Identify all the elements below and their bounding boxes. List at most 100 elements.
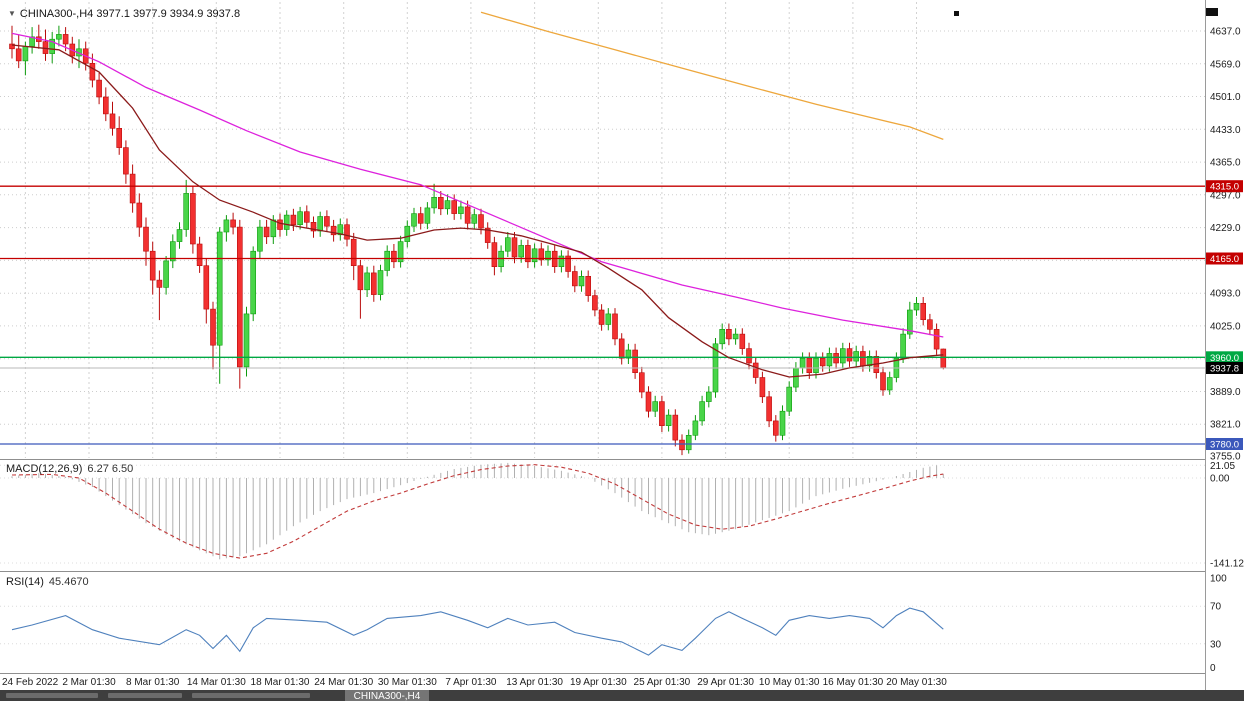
candle-up bbox=[223, 219, 230, 233]
candle-down bbox=[230, 219, 236, 228]
price-tick-label: 4569.0 bbox=[1210, 59, 1241, 70]
candle-up bbox=[364, 272, 370, 291]
candle-down bbox=[618, 338, 625, 359]
date-axis[interactable] bbox=[0, 674, 1205, 689]
candle-down bbox=[324, 216, 330, 227]
candle-down bbox=[116, 128, 122, 148]
candle-up bbox=[404, 225, 411, 242]
candle-down bbox=[933, 328, 940, 350]
candle-down bbox=[806, 357, 813, 374]
candle-up bbox=[183, 193, 189, 230]
date-tick-label: 2 Mar 01:30 bbox=[62, 677, 116, 688]
date-tick-label: 24 Mar 01:30 bbox=[314, 677, 373, 688]
candle-up bbox=[652, 401, 659, 412]
candle-down bbox=[357, 265, 364, 291]
candle-down bbox=[759, 377, 766, 398]
candle-down bbox=[96, 79, 102, 98]
candle-down bbox=[585, 275, 592, 296]
date-tick-label: 10 May 01:30 bbox=[759, 677, 820, 688]
macd-name: MACD(12,26,9) bbox=[6, 463, 83, 475]
level-badge-4165.0-label: 4165.0 bbox=[1210, 254, 1239, 265]
candle-down bbox=[156, 279, 163, 288]
candle-down bbox=[612, 313, 618, 340]
date-tick-label: 18 Mar 01:30 bbox=[251, 677, 310, 688]
candle-down bbox=[62, 34, 69, 45]
candle-up bbox=[337, 224, 344, 236]
price-tick-label: 4229.0 bbox=[1210, 223, 1241, 234]
collapse-indicator-icon[interactable]: ▼ bbox=[8, 9, 16, 18]
candle-down bbox=[672, 414, 679, 441]
candle-down bbox=[927, 319, 933, 330]
candle-up bbox=[839, 348, 846, 364]
level-badge-4315.0-label: 4315.0 bbox=[1210, 182, 1239, 193]
candle-up bbox=[458, 206, 464, 214]
price-axis[interactable] bbox=[1206, 0, 1244, 690]
candle-down bbox=[592, 295, 598, 311]
candle-down bbox=[196, 243, 203, 267]
candle-down bbox=[752, 362, 759, 378]
date-tick-label: 30 Mar 01:30 bbox=[378, 677, 437, 688]
candle-up bbox=[605, 313, 612, 325]
price-tick-label: 3755.0 bbox=[1210, 452, 1241, 463]
candle-up bbox=[793, 367, 799, 388]
candle-up bbox=[283, 214, 290, 230]
candle-up bbox=[384, 250, 391, 271]
candle-down bbox=[679, 439, 685, 451]
bottom-tab[interactable] bbox=[192, 693, 310, 698]
candle-up bbox=[424, 207, 431, 224]
candle-up bbox=[270, 219, 277, 238]
current-price-badge-label: 3937.8 bbox=[1210, 364, 1239, 375]
rsi-name: RSI(14) bbox=[6, 576, 44, 588]
rsi-tick-label: 0 bbox=[1210, 663, 1216, 674]
candle-up bbox=[444, 200, 451, 210]
level-badge-3780.0-label: 3780.0 bbox=[1210, 440, 1239, 451]
candle-up bbox=[900, 333, 906, 359]
rsi-tick-label: 100 bbox=[1210, 574, 1227, 585]
macd-signal-line bbox=[11, 464, 944, 559]
macd-indicator-label: MACD(12,26,9) 6.27 6.50 bbox=[6, 463, 133, 475]
date-tick-label: 29 Apr 01:30 bbox=[697, 677, 754, 688]
chart-title: ▼ CHINA300-,H4 3977.1 3977.9 3934.9 3937.… bbox=[8, 8, 240, 20]
candle-down bbox=[303, 211, 310, 223]
bottom-tab[interactable] bbox=[6, 693, 98, 698]
price-tick-label: 4637.0 bbox=[1210, 27, 1241, 38]
rsi-tick-label: 70 bbox=[1210, 602, 1222, 613]
candle-down bbox=[484, 227, 491, 243]
rsi-value: 45.4670 bbox=[48, 576, 89, 588]
bottom-tab-active[interactable]: CHINA300-,H4 bbox=[345, 690, 429, 701]
candle-up bbox=[471, 214, 478, 224]
candle-down bbox=[391, 250, 397, 263]
candle-up bbox=[431, 197, 437, 209]
candle-down bbox=[565, 255, 571, 272]
candle-down bbox=[940, 348, 947, 369]
candle-up bbox=[411, 213, 417, 227]
candle-up bbox=[504, 237, 511, 252]
chart-tab-bar: CHINA300-,H4 bbox=[0, 690, 1244, 701]
candle-up bbox=[578, 275, 585, 287]
level-badge-3780.0 bbox=[1206, 438, 1243, 450]
candle-down bbox=[123, 147, 129, 175]
candle-down bbox=[210, 308, 216, 346]
date-tick-label: 7 Apr 01:30 bbox=[445, 677, 497, 688]
candle-up bbox=[886, 377, 893, 391]
price-tick-label: 3889.0 bbox=[1210, 387, 1241, 398]
candle-up bbox=[779, 410, 786, 436]
price-tick-label: 4025.0 bbox=[1210, 321, 1241, 332]
ma-long-orange-line bbox=[480, 11, 944, 141]
bottom-tab[interactable] bbox=[108, 693, 182, 698]
macd-tick-label: -141.12 bbox=[1210, 559, 1244, 570]
current-price-badge bbox=[1206, 362, 1243, 374]
level-badge-4315.0 bbox=[1206, 180, 1243, 193]
candle-up bbox=[545, 250, 551, 261]
date-tick-label: 14 Mar 01:30 bbox=[187, 677, 246, 688]
price-tick-label: 3821.0 bbox=[1210, 420, 1241, 431]
candle-up bbox=[257, 226, 263, 252]
candle-down bbox=[290, 214, 297, 226]
candle-down bbox=[15, 48, 22, 62]
level-badge-3960.0 bbox=[1206, 351, 1243, 364]
candle-down bbox=[330, 225, 337, 236]
candle-down bbox=[819, 357, 826, 367]
candle-down bbox=[109, 113, 116, 129]
candle-down bbox=[277, 219, 283, 230]
